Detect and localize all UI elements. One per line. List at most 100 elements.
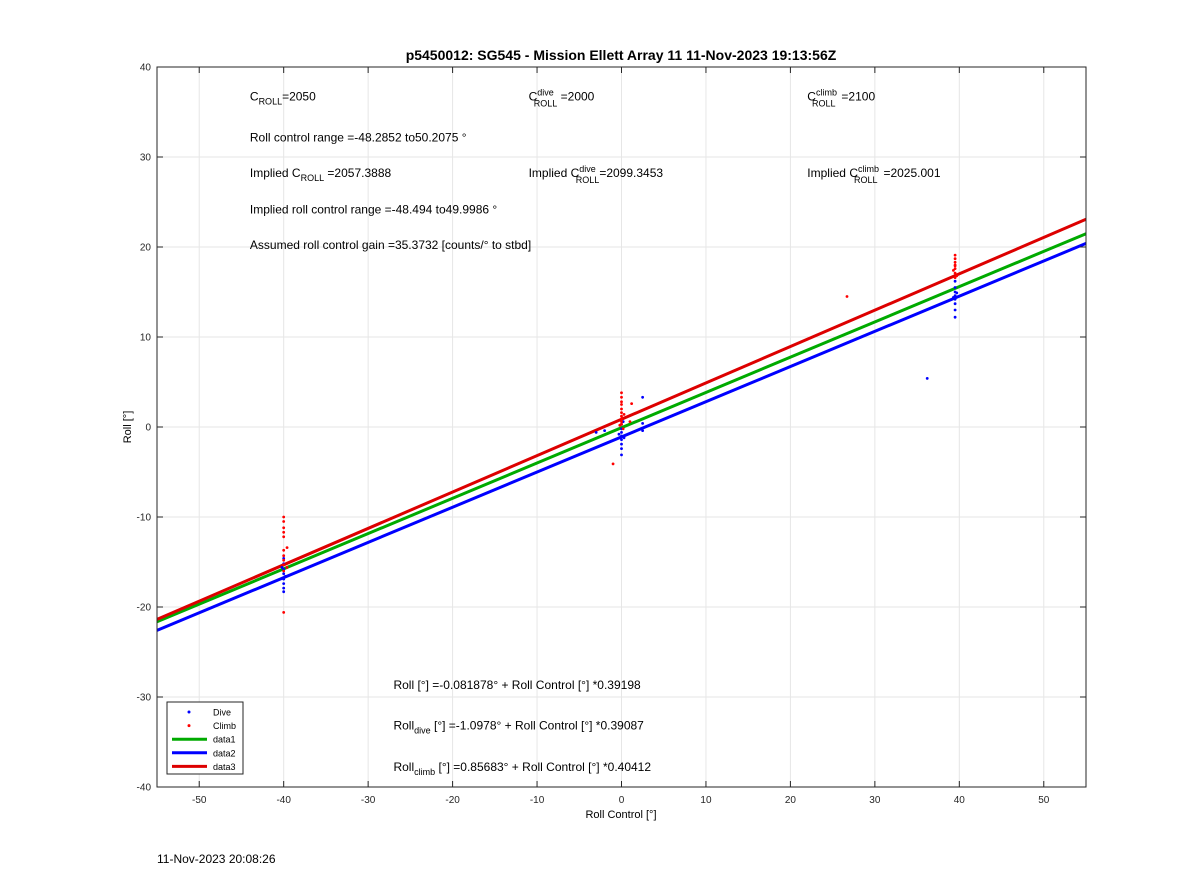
climb-point — [282, 569, 286, 573]
dive-point — [603, 429, 607, 432]
dive-point — [955, 291, 959, 295]
legend-label-dive: Dive — [213, 708, 231, 718]
climb-point — [845, 295, 849, 298]
dive-point — [953, 315, 957, 319]
dive-point — [953, 297, 957, 301]
legend-label-data1: data1 — [213, 735, 236, 745]
climb-point — [282, 520, 286, 523]
climb-point — [285, 566, 289, 569]
annotation-fit-roll-climb: Rollclimb [°] =0.85683° + Roll Control [… — [393, 760, 651, 777]
climb-point — [953, 260, 957, 264]
climb-point — [620, 400, 623, 404]
x-tick-label: -40 — [276, 795, 291, 806]
x-tick-label: -50 — [192, 795, 207, 806]
dive-point — [282, 582, 286, 585]
print-timestamp: 11-Nov-2023 20:08:26 — [157, 852, 276, 866]
x-tick-label: 30 — [869, 795, 881, 806]
legend-label-data3: data3 — [213, 762, 236, 772]
dive-point — [280, 566, 284, 569]
y-tick-label: -10 — [137, 513, 152, 524]
y-tick-label: 20 — [140, 243, 152, 254]
annotation-implied-c-roll-dive: Implied Cdive ROLL=2099.3453 — [529, 164, 664, 185]
annotation-implied-roll-control-range: Implied roll control range =-48.494 to49… — [250, 203, 497, 217]
dive-point — [953, 279, 957, 283]
y-tick-label: 0 — [145, 423, 151, 434]
y-tick-label: -30 — [137, 693, 152, 704]
x-tick-label: 10 — [700, 795, 712, 806]
dive-point — [620, 438, 623, 441]
dive-point — [620, 453, 623, 457]
x-axis-label: Roll Control [°] — [585, 809, 656, 821]
climb-point — [620, 417, 623, 421]
dive-point — [617, 432, 621, 436]
legend-label-data2: data2 — [213, 748, 236, 758]
chart-title: p5450012: SG545 - Mission Ellett Array 1… — [406, 47, 837, 63]
annotation-c-roll-climb: Cclimb ROLL =2100 — [807, 87, 875, 108]
climb-point — [620, 403, 623, 406]
legend-marker-dive — [187, 710, 191, 714]
y-tick-label: -40 — [137, 783, 152, 794]
climb-point — [620, 411, 623, 414]
climb-point — [953, 257, 957, 261]
dive-point — [641, 422, 645, 425]
x-tick-label: 20 — [785, 795, 797, 806]
x-tick-label: 0 — [619, 795, 625, 806]
dive-point — [282, 590, 286, 594]
climb-point — [955, 274, 959, 278]
axis-ticks: -50 -40 -30 -20 -10 0 10 20 30 40 50 -40 -30 -20 -10 0 1… — [137, 63, 1086, 806]
dive-point — [641, 395, 645, 399]
climb-point — [622, 413, 626, 416]
annotation-roll-control-range: Roll control range =-48.2852 to50.2075 ° — [250, 131, 467, 145]
y-tick-label: -20 — [137, 603, 152, 614]
data-points — [280, 253, 959, 614]
annotation-assumed-gain: Assumed roll control gain =35.3732 [coun… — [250, 238, 531, 252]
climb-point — [285, 546, 289, 549]
annotations: CROLL=2050 Cdive ROLL =2000 Cclimb ROLL =210… — [250, 87, 941, 777]
annotation-c-roll-dive: Cdive ROLL =2000 — [529, 87, 595, 108]
x-tick-label: 50 — [1038, 795, 1050, 806]
dive-point — [622, 436, 626, 440]
climb-point — [282, 530, 286, 534]
climb-point — [628, 420, 632, 423]
dive-point — [620, 442, 623, 446]
dive-point — [282, 577, 286, 581]
dive-point — [282, 572, 286, 576]
annotation-implied-c-roll: Implied CROLL =2057.3888 — [250, 166, 392, 183]
dive-point — [952, 296, 955, 299]
legend: Dive Climb data1 data2 data3 — [166, 701, 244, 775]
climb-point — [282, 526, 286, 530]
climb-point — [282, 548, 286, 552]
climb-point — [630, 402, 634, 405]
climb-point — [620, 391, 623, 395]
climb-point — [620, 395, 623, 399]
climb-point — [282, 554, 286, 558]
climb-point — [282, 558, 286, 562]
x-tick-label: -10 — [530, 795, 545, 806]
y-tick-label: 40 — [140, 63, 152, 74]
x-tick-label: -20 — [445, 795, 460, 806]
y-axis-label: Roll [°] — [122, 411, 134, 444]
dive-point — [953, 302, 957, 306]
climb-point — [620, 414, 623, 418]
dive-point — [953, 286, 957, 289]
climb-point — [611, 462, 615, 466]
dive-point — [620, 447, 623, 450]
dive-point — [925, 377, 929, 380]
dive-point — [283, 575, 287, 578]
climb-point — [618, 423, 622, 427]
dive-point — [953, 294, 957, 297]
climb-point — [953, 276, 957, 279]
x-tick-label: 40 — [954, 795, 966, 806]
climb-point — [953, 271, 957, 275]
dive-point — [953, 308, 957, 312]
dive-point — [282, 586, 286, 590]
climb-point — [282, 611, 286, 614]
dive-point — [620, 431, 623, 434]
dive-point — [641, 429, 645, 432]
annotation-fit-roll: Roll [°] =-0.081878° + Roll Control [°] … — [393, 678, 641, 692]
climb-point — [282, 535, 286, 539]
y-tick-label: 30 — [140, 153, 152, 164]
annotation-c-roll: CROLL=2050 — [250, 89, 316, 106]
annotation-implied-c-roll-climb: Implied Cclimb ROLL =2025.001 — [807, 164, 941, 185]
